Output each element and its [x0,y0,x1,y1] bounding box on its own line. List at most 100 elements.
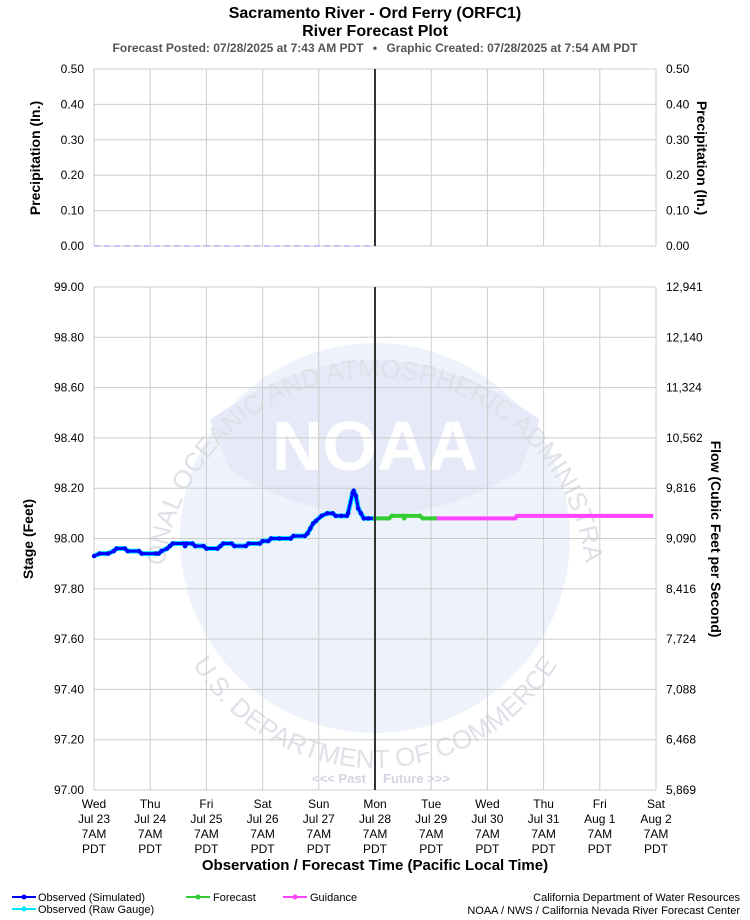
precip-ytick-right: 0.50 [666,62,690,76]
series-point [310,521,316,526]
series-point [232,543,237,549]
legend: Observed (Simulated) Observed (Raw Gauge… [12,892,357,916]
series-point [122,546,128,551]
x-axis-label: Observation / Forecast Time (Pacific Loc… [202,857,548,874]
series-point [345,511,351,516]
x-tick-label: PDT [194,842,219,856]
series-point [170,541,175,546]
legend-marker-simulated [21,894,27,900]
series-point [192,543,198,549]
series-point [125,548,130,554]
stage-ytick-left: 99.00 [54,280,84,294]
series-point [190,541,195,546]
x-tick-label: Jul 30 [471,812,503,826]
stage-ytick-left: 98.00 [54,532,84,546]
precip-ytick-right: 0.00 [666,239,690,253]
series-point [319,513,324,519]
chart-title: Sacramento River - Ord Ferry (ORFC1) [229,5,522,22]
x-tick-label: Jul 24 [134,812,166,826]
series-point [291,533,296,539]
stage-ytick-left: 97.80 [54,582,84,596]
series-point [229,541,234,546]
series-point [136,548,142,554]
series-point [91,553,97,559]
x-tick-label: Jul 23 [78,812,110,826]
series-point [355,506,361,511]
x-tick-label: Fri [199,797,213,811]
x-tick-label: Jul 28 [359,812,391,826]
x-tick-label: Sat [647,797,666,811]
x-tick-label: PDT [532,842,557,856]
precip-ytick-left: 0.40 [61,97,85,111]
footer-agency-2: NOAA / NWS / California Nevada River For… [467,905,740,917]
x-tick-label: 7AM [250,827,275,841]
x-tick-label: 7AM [138,827,163,841]
precip-ytick-right: 0.10 [666,204,690,218]
x-tick-label: Aug 2 [640,812,672,826]
stage-ytick-left: 97.40 [54,682,84,696]
flow-ytick-right: 7,088 [666,682,696,696]
legend-label-forecast: Forecast [213,892,256,904]
legend-label-simulated: Observed (Simulated) [38,892,145,904]
series-point [420,516,425,521]
precip-ytick-left: 0.50 [61,62,85,76]
series-point [386,516,392,521]
x-tick-label: Sat [254,797,273,811]
x-tick-label: 7AM [363,827,388,841]
x-tick-label: 7AM [475,827,500,841]
chart-subtitle: River Forecast Plot [302,23,449,40]
series-point [417,513,423,519]
x-tick-label: 7AM [531,827,556,841]
flow-ytick-right: 12,140 [666,330,703,344]
flow-ytick-right: 10,562 [666,431,703,445]
legend-marker-guidance [292,894,298,900]
footer-agency-1: California Department of Water Resources [533,892,740,904]
series-point [266,538,271,544]
flow-ytick-right: 12,941 [666,280,703,294]
stage-ylabel-left: Stage (Feet) [20,499,36,579]
posted-line: Forecast Posted: 07/28/2025 at 7:43 AM P… [113,41,639,55]
precip-ytick-right: 0.40 [666,97,690,111]
x-tick-label: 7AM [306,827,331,841]
series-point [201,543,206,549]
stage-ytick-left: 98.20 [54,481,84,495]
x-tick-label: 7AM [194,827,219,841]
forecast-posted: Forecast Posted: 07/28/2025 at 7:43 AM P… [113,41,365,55]
x-tick-label: PDT [588,842,613,856]
x-tick-label: Fri [593,797,607,811]
future-label: Future >>> [383,771,450,786]
flow-ytick-right: 9,816 [666,481,696,495]
series-point [277,536,282,541]
series-point [111,548,116,554]
series-point [260,538,265,544]
x-tick-label: 7AM [644,827,669,841]
series-line-guidance [436,513,654,521]
precip-ytick-right: 0.20 [666,168,690,182]
series-point [302,533,307,539]
series-point [313,518,319,524]
x-tick-label: Wed [82,797,106,811]
x-tick-label: PDT [307,842,332,856]
header-bullet: • [373,41,377,55]
series-point [184,541,189,546]
x-tick-label: PDT [644,842,669,856]
series-point [305,531,310,536]
flow-ytick-right: 11,324 [666,381,702,395]
precip-ytick-left: 0.00 [61,239,85,253]
noaa-watermark: NOAA NATIONAL OCEANIC AND ATMOSPHERIC AD… [0,0,609,774]
series-point [268,536,274,541]
series-point [389,513,395,519]
x-tick-label: Jul 27 [303,812,335,826]
precip-ytick-right: 0.30 [666,133,690,147]
legend-marker-forecast [195,894,201,900]
precip-ytick-left: 0.30 [61,133,85,147]
series-point [167,543,173,549]
flow-ytick-right: 7,724 [666,632,696,646]
x-tick-label: PDT [138,842,163,856]
series-point [114,546,119,551]
x-tick-label: Wed [475,797,499,811]
flow-ytick-right: 9,090 [666,532,696,546]
series-point [156,551,161,556]
stage-ytick-left: 97.00 [54,783,84,797]
